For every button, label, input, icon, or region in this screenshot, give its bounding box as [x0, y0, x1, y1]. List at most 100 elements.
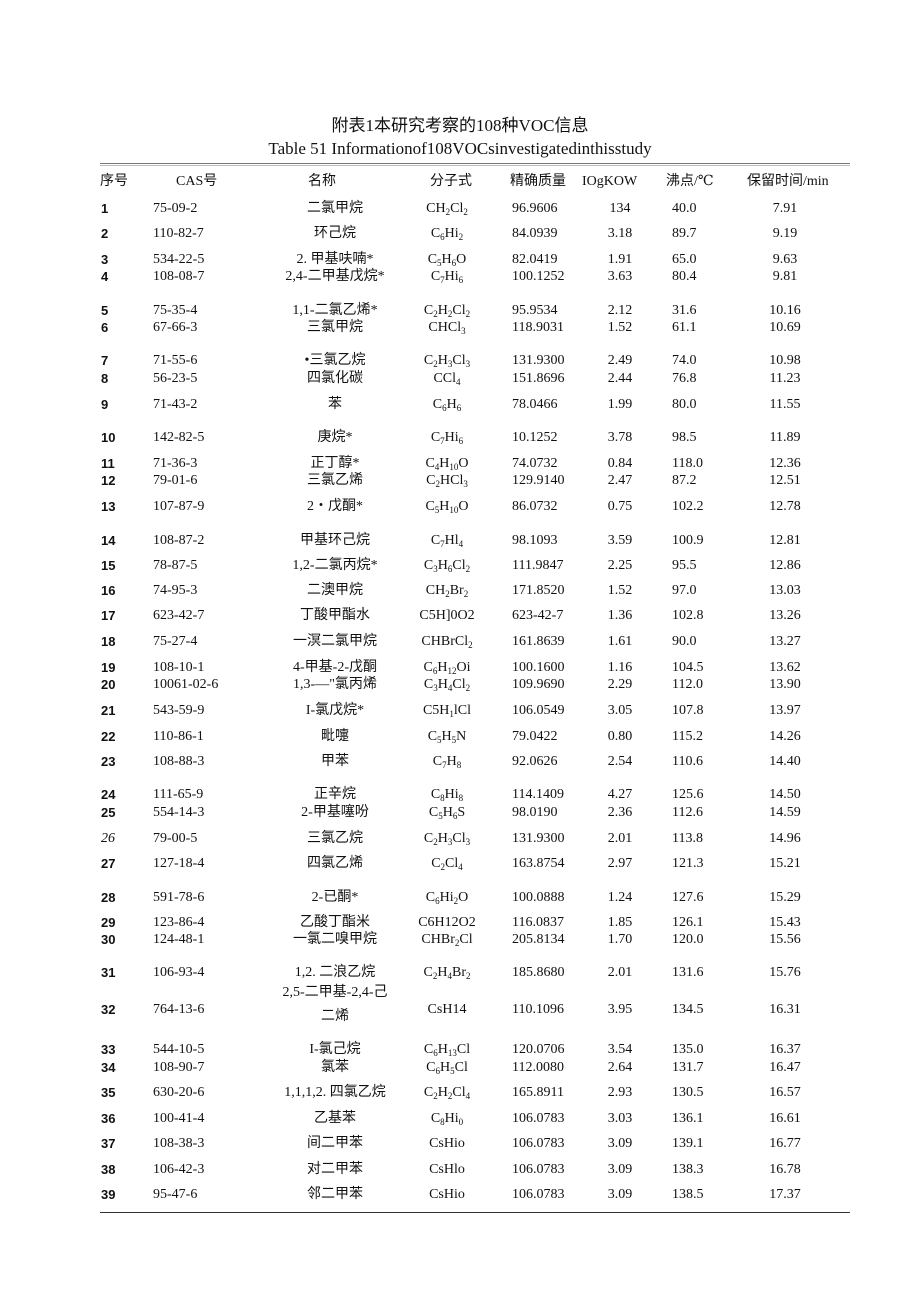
row-number: 10: [101, 430, 116, 445]
logkow: 1.70: [607, 932, 633, 947]
formula-part: 12: [447, 666, 457, 676]
molecular-formula: CHBr2Cl: [400, 932, 494, 948]
formula-part: C: [423, 353, 434, 368]
formula-part: 6: [458, 436, 464, 446]
retention-time: 15.29: [769, 890, 801, 905]
logkow: 2.01: [607, 831, 633, 846]
formula-part: C: [427, 729, 438, 744]
formula-part: H: [446, 754, 457, 769]
formula-part: C: [423, 660, 433, 675]
formula-part: C5H]0O2: [419, 608, 475, 623]
exact-mass: 106.0783: [512, 1136, 565, 1151]
formula-part: Hi: [444, 269, 459, 284]
formula-part: C: [426, 1060, 436, 1075]
row-number: 34: [101, 1060, 116, 1075]
exact-mass: 623-42-7: [512, 608, 564, 623]
formula-part: C: [430, 226, 441, 241]
retention-time: 14.96: [769, 831, 801, 846]
formula-part: C: [430, 1111, 441, 1126]
formula-part: C: [425, 499, 435, 514]
formula-part: H: [437, 677, 448, 692]
cas-number: 71-43-2: [153, 397, 198, 412]
logkow: 2.29: [607, 677, 633, 692]
exact-mass: 86.0732: [512, 499, 558, 514]
molecular-formula: C6Hi2: [400, 226, 494, 242]
row-number: 33: [101, 1042, 116, 1057]
formula-part: 5: [451, 735, 457, 745]
molecular-formula: CsHio: [400, 1187, 494, 1203]
molecular-formula: C6Hi2O: [400, 890, 494, 906]
cas-number: 100-41-4: [153, 1111, 205, 1126]
retention-time: 15.56: [769, 932, 801, 947]
exact-mass: 110.1096: [512, 1002, 564, 1017]
formula-part: 3: [433, 683, 438, 693]
formula-part: 4: [456, 377, 461, 387]
cas-number: 75-27-4: [153, 634, 198, 649]
logkow: 3.63: [607, 269, 633, 284]
compound-name: 乙基苯: [314, 1111, 356, 1126]
boiling-point: 100.9: [672, 533, 704, 548]
retention-time: 16.78: [769, 1162, 801, 1177]
compound-name: 1,2. 二浪乙烷: [294, 965, 376, 980]
exact-mass: 205.8134: [512, 932, 565, 947]
formula-part: CsHlo: [429, 1162, 465, 1177]
formula-part: 3: [447, 837, 453, 847]
compound-name: 苯: [328, 397, 342, 412]
boiling-point: 104.5: [672, 660, 704, 675]
compound-name-line2: 二烯: [321, 1009, 349, 1024]
exact-mass: 163.8754: [512, 856, 565, 871]
formula-part: C: [423, 303, 434, 318]
boiling-point: 121.3: [672, 856, 704, 871]
compound-name: 4-甲基-2-戊酮: [293, 660, 377, 675]
formula-part: 2: [453, 896, 459, 906]
row-number: 36: [101, 1111, 116, 1126]
exact-mass: 131.9300: [512, 831, 565, 846]
row-number: 3: [101, 252, 109, 267]
cas-number: 79-01-6: [153, 473, 198, 488]
logkow: 2.54: [607, 754, 633, 769]
exact-mass: 100.1252: [512, 269, 565, 284]
retention-time: 10.69: [769, 320, 801, 335]
formula-part: H: [442, 805, 453, 820]
formula-part: 4: [458, 862, 463, 872]
logkow: 0.84: [607, 456, 633, 471]
formula-part: 6: [435, 896, 440, 906]
logkow: 2.12: [607, 303, 633, 318]
formula-part: Hi: [439, 890, 454, 905]
retention-time: 13.27: [769, 634, 801, 649]
exact-mass: 78.0466: [512, 397, 558, 412]
table-title-chinese: 附表1本研究考察的108种VOC信息: [331, 116, 589, 135]
cas-number: 110-82-7: [153, 226, 204, 241]
formula-part: C: [428, 805, 439, 820]
formula-part: 6: [456, 403, 462, 413]
cas-number: 124-48-1: [153, 932, 205, 947]
retention-time: 13.90: [769, 677, 801, 692]
cas-number: 764-13-6: [153, 1002, 205, 1017]
logkow: 1.52: [607, 583, 633, 598]
formula-part: H: [437, 831, 448, 846]
boiling-point: 61.1: [672, 320, 697, 335]
formula-part: 2: [465, 971, 471, 981]
formula-part: Hi: [444, 787, 459, 802]
boiling-point: 95.5: [672, 558, 697, 573]
logkow: 134: [609, 201, 631, 216]
row-number: 1: [101, 201, 109, 216]
formula-part: C: [432, 397, 443, 412]
header-retention-time: 保留时间/min: [747, 174, 829, 189]
molecular-formula: C5H6S: [400, 805, 494, 821]
formula-part: 2: [468, 640, 473, 650]
exact-mass: 120.0706: [512, 1042, 565, 1057]
formula-part: 1: [449, 709, 454, 719]
boiling-point: 87.2: [672, 473, 697, 488]
molecular-formula: C6H5Cl: [400, 1060, 494, 1076]
molecular-formula: C2H3Cl3: [400, 353, 494, 369]
formula-part: O: [456, 252, 467, 267]
boiling-point: 126.1: [672, 915, 704, 930]
molecular-formula: C5H]0O2: [400, 608, 494, 624]
row-number: 21: [101, 703, 116, 718]
row-number: 4: [101, 269, 109, 284]
molecular-formula: C3H4Cl2: [400, 677, 494, 693]
formula-part: C: [427, 252, 438, 267]
formula-part: N: [456, 729, 467, 744]
exact-mass: 96.9606: [512, 201, 558, 216]
